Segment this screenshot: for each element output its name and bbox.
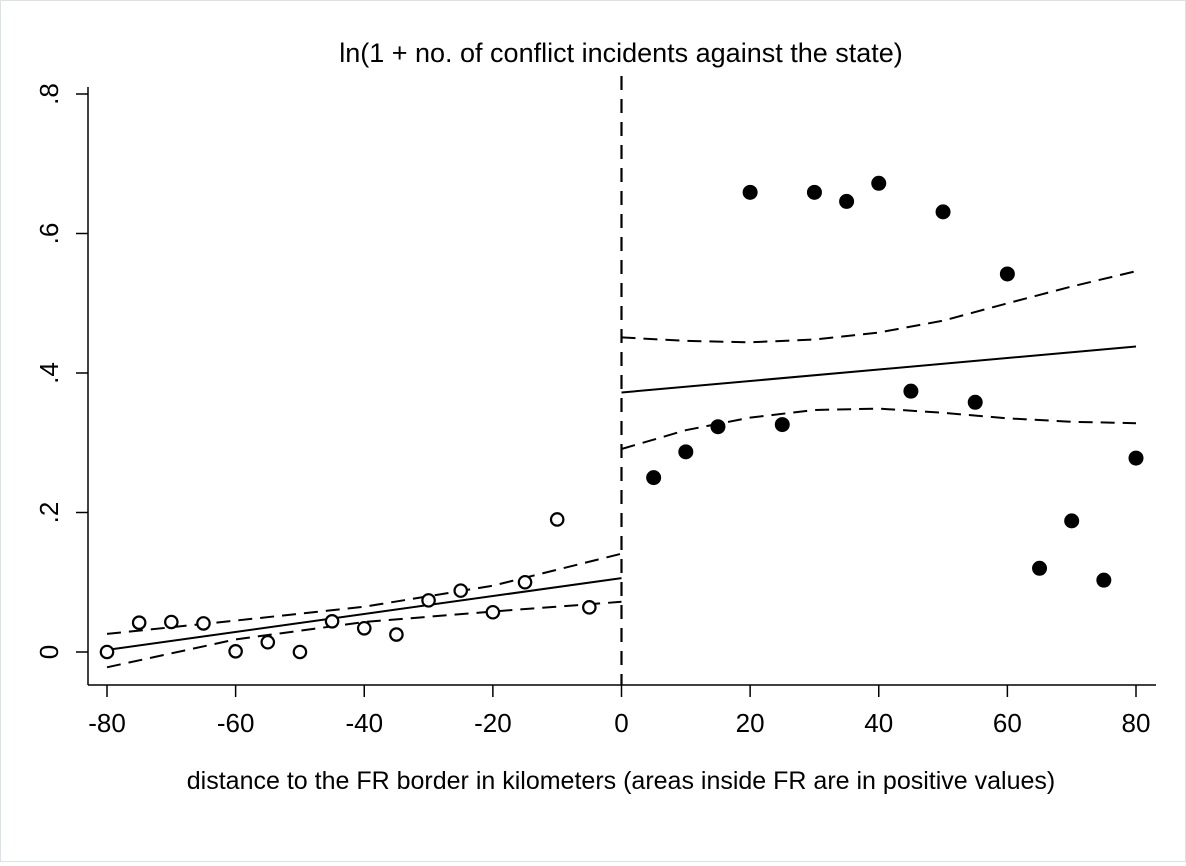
data-point-outside-fr (582, 600, 597, 615)
data-point-outside-fr (485, 604, 501, 620)
data-point-outside-fr (324, 614, 340, 629)
data-point-inside-fr (806, 184, 822, 200)
x-tick-label: 60 (993, 708, 1022, 738)
data-point-inside-fr (935, 204, 951, 220)
data-point-outside-fr (549, 512, 565, 527)
data-point-inside-fr (710, 419, 726, 435)
data-point-inside-fr (871, 175, 887, 191)
x-tick-label: -80 (88, 708, 126, 738)
fit-lines (106, 270, 1137, 669)
x-tick-label: -60 (217, 708, 255, 738)
y-tick-label: .2 (34, 502, 64, 524)
x-tick-label: 0 (614, 708, 628, 738)
data-points (99, 175, 1144, 660)
x-axis: -80 -60 -40 -20 0 20 40 60 80 (88, 684, 1156, 738)
series-line-ci-upper-right (621, 270, 1137, 344)
x-axis-label: distance to the FR border in kilometers … (187, 767, 1055, 795)
data-point-inside-fr (678, 444, 694, 460)
data-point-outside-fr (517, 574, 533, 590)
y-tick-label: .6 (34, 223, 64, 245)
data-point-inside-fr (967, 394, 983, 410)
data-point-outside-fr (164, 614, 179, 630)
data-point-outside-fr (260, 634, 276, 650)
x-tick-label: -20 (474, 708, 512, 738)
x-tick-label: 20 (736, 708, 765, 738)
data-point-inside-fr (1064, 513, 1080, 529)
data-point-outside-fr (131, 615, 147, 631)
y-tick-label: .8 (34, 83, 64, 105)
x-tick-label: -40 (345, 708, 383, 738)
data-point-outside-fr (453, 583, 469, 598)
data-point-inside-fr (1096, 572, 1112, 588)
data-point-inside-fr (774, 417, 790, 433)
data-point-outside-fr (196, 616, 211, 631)
y-tick-label: .4 (34, 362, 64, 384)
data-point-outside-fr (389, 627, 404, 642)
x-tick-label: 80 (1122, 708, 1151, 738)
data-point-inside-fr (1128, 450, 1144, 466)
data-point-inside-fr (1032, 560, 1048, 576)
y-tick-label: 0 (34, 645, 64, 659)
chart-title: ln(1 + no. of conflict incidents against… (339, 38, 903, 68)
data-point-inside-fr (646, 470, 662, 486)
data-point-inside-fr (742, 184, 758, 200)
series-line-fit-left (106, 577, 622, 651)
data-point-outside-fr (99, 644, 115, 660)
y-axis: 0 .2 .4 .6 .8 (34, 83, 89, 685)
series-line-fit-right (621, 345, 1137, 394)
series-line-ci-lower-right (621, 407, 1137, 450)
data-point-inside-fr (999, 266, 1015, 282)
data-point-outside-fr (292, 644, 308, 660)
data-point-inside-fr (903, 383, 919, 399)
x-tick-label: 40 (864, 708, 893, 738)
data-point-outside-fr (228, 644, 243, 659)
data-point-outside-fr (421, 593, 436, 608)
data-point-inside-fr (839, 193, 855, 209)
data-point-outside-fr (356, 620, 372, 636)
